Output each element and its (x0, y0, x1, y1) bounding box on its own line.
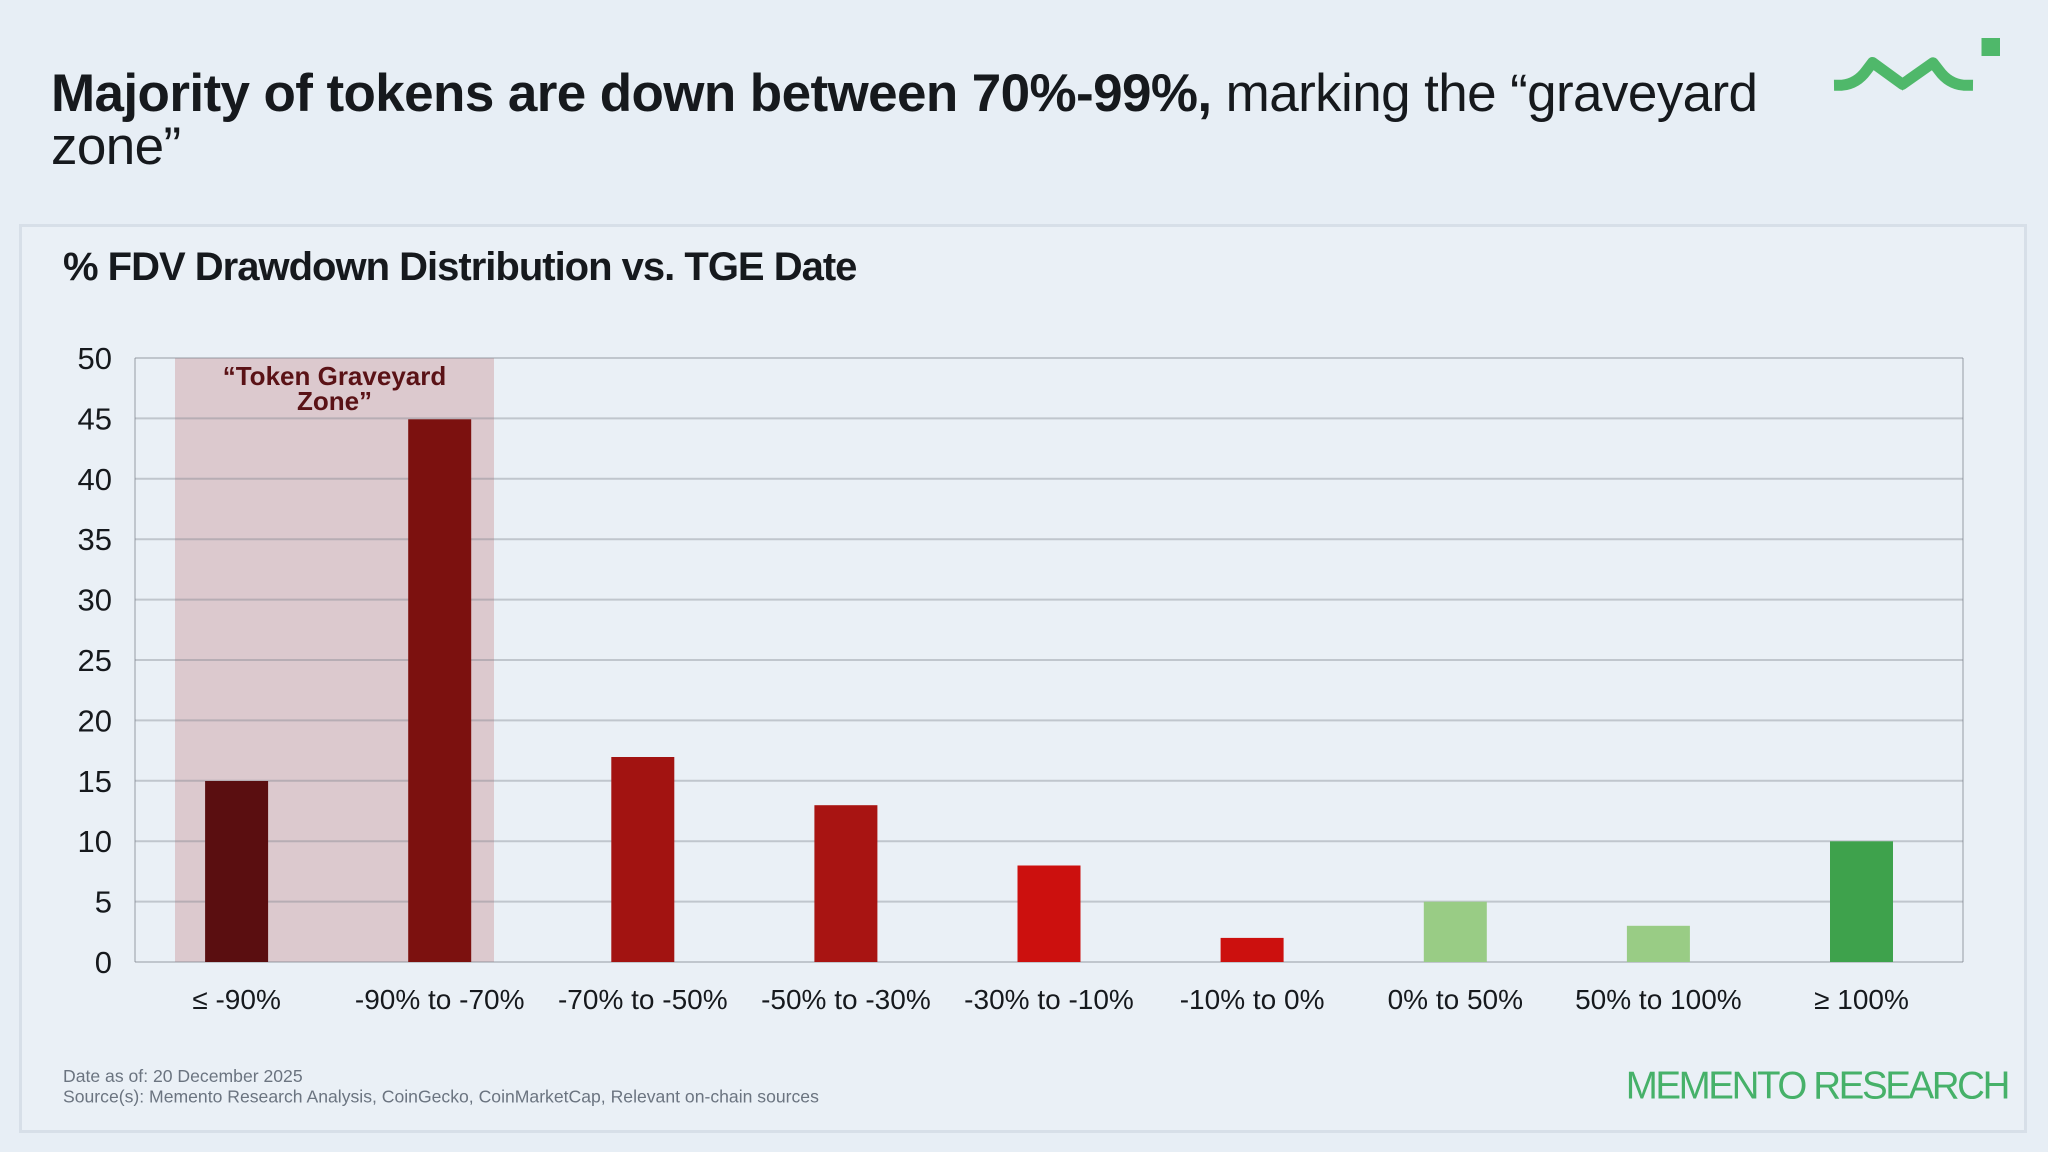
svg-text:45: 45 (78, 401, 112, 436)
svg-text:30: 30 (78, 583, 112, 618)
svg-text:25: 25 (78, 643, 112, 678)
svg-text:5: 5 (95, 885, 112, 920)
svg-text:Date as of: 20 December 2025: Date as of: 20 December 2025 (63, 1066, 303, 1086)
svg-text:% FDV Drawdown Distribution vs: % FDV Drawdown Distribution vs. TGE Date (63, 245, 856, 289)
svg-text:Zone”: Zone” (297, 386, 372, 416)
svg-text:50% to 100%: 50% to 100% (1575, 984, 1742, 1015)
svg-text:20: 20 (78, 703, 112, 738)
svg-text:50: 50 (78, 341, 112, 376)
svg-text:40: 40 (78, 462, 112, 497)
svg-text:“Token Graveyard: “Token Graveyard (223, 361, 447, 391)
svg-text:35: 35 (78, 522, 112, 557)
svg-text:0: 0 (95, 945, 112, 980)
svg-text:≥ 100%: ≥ 100% (1814, 984, 1909, 1015)
svg-text:-70% to -50%: -70% to -50% (558, 984, 728, 1015)
svg-text:-90% to -70%: -90% to -70% (355, 984, 525, 1015)
svg-text:10: 10 (78, 824, 112, 859)
svg-text:15: 15 (78, 764, 112, 799)
svg-text:-10% to 0%: -10% to 0% (1180, 984, 1325, 1015)
svg-text:≤ -90%: ≤ -90% (192, 984, 281, 1015)
svg-text:-50% to -30%: -50% to -30% (761, 984, 931, 1015)
svg-text:0% to 50%: 0% to 50% (1388, 984, 1523, 1015)
svg-text:-30% to -10%: -30% to -10% (964, 984, 1134, 1015)
svg-text:Source(s): Memento Research An: Source(s): Memento Research Analysis, Co… (63, 1087, 819, 1107)
svg-text:MEMENTO RESEARCH: MEMENTO RESEARCH (1626, 1065, 2008, 1108)
